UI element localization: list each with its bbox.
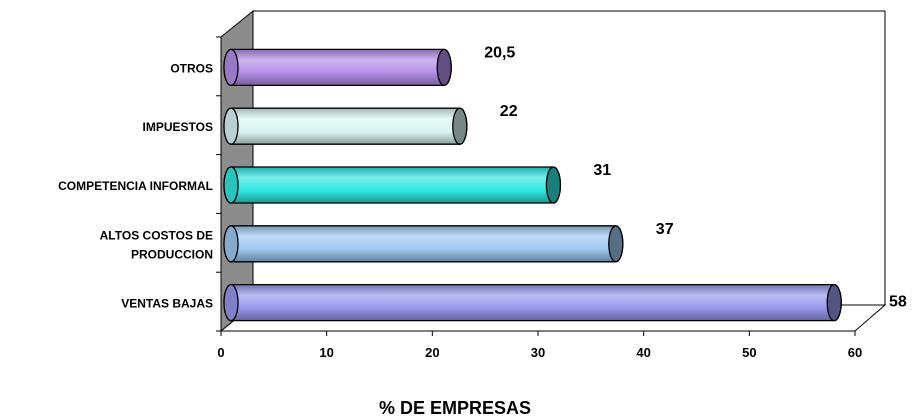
data-label: 22 — [500, 103, 518, 120]
bar-altos-costos-de-produccion — [223, 225, 624, 263]
bar-cap-end — [452, 107, 468, 145]
category-label: IMPUESTOS — [143, 120, 213, 134]
x-tick-label: 30 — [531, 345, 545, 360]
x-tick-label: 20 — [425, 345, 439, 360]
category-label: ALTOS COSTOS DE PRODUCCION — [100, 228, 213, 261]
category-label: COMPETENCIA INFORMAL — [58, 179, 213, 193]
bar-body — [223, 48, 452, 87]
category-label: OTROS — [170, 61, 213, 75]
bar-cap-end — [608, 225, 624, 263]
x-tick-label: 40 — [636, 345, 650, 360]
x-tick-label: 50 — [742, 345, 756, 360]
bar-cap-start — [223, 166, 239, 204]
bar-otros — [223, 48, 452, 87]
bar-cap-end — [436, 48, 452, 87]
x-tick-label: 0 — [217, 345, 224, 360]
bar-cap-start — [223, 225, 239, 263]
bar-cap-start — [223, 48, 239, 87]
category-label: VENTAS BAJAS — [121, 297, 213, 311]
bar-body — [223, 107, 468, 145]
bar-body — [223, 283, 842, 322]
bar-cap-end — [545, 166, 562, 204]
bar-body — [223, 225, 624, 263]
bar-impuestos — [223, 107, 468, 145]
bar-ventas-bajas — [223, 283, 842, 322]
bar-cap-start — [223, 107, 239, 145]
bar-cap-start — [223, 283, 239, 322]
bar-competencia-informal — [223, 166, 562, 204]
data-label: 58 — [889, 294, 907, 311]
data-label: 37 — [656, 221, 674, 238]
x-tick-label: 60 — [848, 345, 862, 360]
data-label: 31 — [593, 162, 611, 179]
data-label: 20,5 — [484, 44, 515, 61]
bar-cap-end — [826, 283, 842, 322]
x-tick-label: 10 — [319, 345, 333, 360]
x-axis-title: % DE EMPRESAS — [379, 398, 531, 418]
bar-body — [223, 166, 562, 204]
